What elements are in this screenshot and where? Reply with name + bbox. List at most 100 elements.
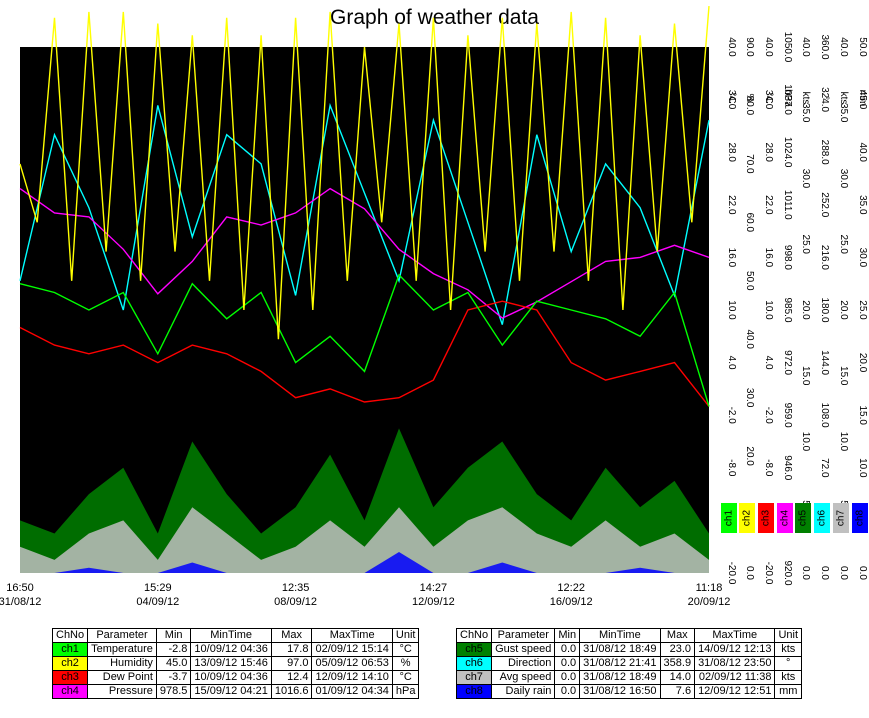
legend-label-ch7: ch7 xyxy=(836,510,847,527)
header-mintime: MinTime xyxy=(579,628,661,643)
x-tick-time: 12:22 xyxy=(557,582,585,594)
y-tick-label: 0.0 xyxy=(819,566,830,580)
y-axis-unit: °C xyxy=(763,92,774,103)
table-header-row: ChNo Parameter Min MinTime Max MaxTime U… xyxy=(51,628,420,643)
min-cell: 0.0 xyxy=(554,642,581,657)
y-tick-label: 30.0 xyxy=(744,388,755,408)
y-tick-label: 998.0 xyxy=(782,245,793,270)
chno-cell: ch7 xyxy=(455,670,493,685)
unit-cell: °C xyxy=(391,670,420,685)
maxtime-cell: 12/09/12 14:10 xyxy=(311,670,393,685)
unit-cell: hPa xyxy=(391,684,420,699)
y-tick-label: 20.0 xyxy=(857,353,868,373)
y-tick-label: 40.0 xyxy=(763,37,774,57)
legend-label-ch4: ch4 xyxy=(780,510,791,527)
y-tick-label: 72.0 xyxy=(819,458,830,478)
header-min: Min xyxy=(155,628,192,643)
y-tick-label: 50.0 xyxy=(744,271,755,291)
maxtime-cell: 12/09/12 12:51 xyxy=(694,684,776,699)
y-tick-label: 10.0 xyxy=(763,300,774,320)
y-tick-label: 144.0 xyxy=(819,350,830,375)
max-cell: 17.8 xyxy=(270,642,313,657)
y-tick-label: 20.0 xyxy=(838,300,849,320)
y-tick-label: 40.0 xyxy=(857,142,868,162)
y-axis-unit: ° xyxy=(819,96,830,100)
y-tick-label: 10.0 xyxy=(838,432,849,452)
x-tick-date: 20/09/12 xyxy=(688,596,731,608)
y-tick-label: 108.0 xyxy=(819,403,830,428)
y-tick-label: 35.0 xyxy=(800,103,811,123)
y-tick-label: 50.0 xyxy=(857,37,868,57)
y-tick-label: 35.0 xyxy=(838,103,849,123)
maxtime-cell: 05/09/12 06:53 xyxy=(311,656,393,671)
header-maxtime: MaxTime xyxy=(311,628,393,643)
chno-cell: ch8 xyxy=(455,684,493,699)
unit-cell: °C xyxy=(391,642,420,657)
mintime-cell: 10/09/12 04:36 xyxy=(190,642,272,657)
y-tick-label: 4.0 xyxy=(763,356,774,370)
table-row: ch4 Pressure 978.5 15/09/12 04:21 1016.6 01/0… xyxy=(51,684,420,699)
table-row: ch1 Temperature -2.8 10/09/12 04:36 17.8 02/0… xyxy=(51,642,420,657)
header-unit: Unit xyxy=(391,628,420,643)
table-row: ch5 Gust speed 0.0 31/08/12 18:49 23.0 14/09/… xyxy=(455,642,803,657)
y-tick-label: -8.0 xyxy=(763,459,774,477)
legend-swatch-ch3 xyxy=(758,503,774,533)
parameter-cell: Avg speed xyxy=(491,670,556,685)
y-tick-label: 20.0 xyxy=(800,300,811,320)
x-tick-time: 15:29 xyxy=(144,582,172,594)
parameter-cell: Humidity xyxy=(87,656,157,671)
x-tick-time: 14:27 xyxy=(420,582,448,594)
y-tick-label: 22.0 xyxy=(763,195,774,215)
y-axis-unit: hPa xyxy=(782,89,793,107)
unit-cell: kts xyxy=(774,642,803,657)
y-tick-label: 10.0 xyxy=(857,458,868,478)
maxtime-cell: 01/09/12 04:34 xyxy=(311,684,393,699)
min-cell: 978.5 xyxy=(155,684,192,699)
parameter-cell: Daily rain xyxy=(491,684,556,699)
legend-swatch-ch8 xyxy=(852,503,868,533)
legend-swatch-ch1 xyxy=(721,503,737,533)
max-cell: 358.9 xyxy=(659,656,696,671)
y-axis-unit: mm xyxy=(857,90,868,107)
y-tick-label: 34.0 xyxy=(726,90,737,110)
min-cell: 0.0 xyxy=(554,670,581,685)
legend-label-ch3: ch3 xyxy=(761,510,772,527)
x-tick-time: 16:50 xyxy=(6,582,34,594)
legend-label-ch1: ch1 xyxy=(724,510,735,527)
parameter-cell: Temperature xyxy=(87,642,157,657)
unit-cell: mm xyxy=(774,684,803,699)
max-cell: 7.6 xyxy=(659,684,696,699)
y-tick-label: 15.0 xyxy=(838,366,849,386)
y-axis-unit: kts xyxy=(800,92,811,105)
y-tick-label: 0.0 xyxy=(857,566,868,580)
y-tick-label: -20.0 xyxy=(726,562,737,585)
y-tick-label: 70.0 xyxy=(744,154,755,174)
table-row: ch3 Dew Point -3.7 10/09/12 04:36 12.4 12/09/… xyxy=(51,670,420,685)
y-tick-label: 40.0 xyxy=(726,37,737,57)
table-row: ch2 Humidity 45.0 13/09/12 15:46 97.0 05/09/1… xyxy=(51,656,420,671)
x-tick-time: 12:35 xyxy=(282,582,310,594)
unit-cell: % xyxy=(391,656,420,671)
y-tick-label: 10.0 xyxy=(726,300,737,320)
header-min: Min xyxy=(554,628,581,643)
y-tick-label: 20.0 xyxy=(744,446,755,466)
y-tick-label: 28.0 xyxy=(763,142,774,162)
chart-title: Graph of weather data xyxy=(330,6,539,29)
chno-cell: ch1 xyxy=(51,642,89,657)
weather-chart: 16:50 31/08/12 15:29 04/09/12 12:35 08/09/12 1… xyxy=(0,6,868,608)
maxtime-cell: 02/09/12 11:38 xyxy=(694,670,776,685)
min-cell: 0.0 xyxy=(554,684,581,699)
header-chno: ChNo xyxy=(455,628,493,643)
max-cell: 14.0 xyxy=(659,670,696,685)
mintime-cell: 15/09/12 04:21 xyxy=(190,684,272,699)
y-tick-label: -2.0 xyxy=(763,407,774,425)
header-maxtime: MaxTime xyxy=(694,628,776,643)
mintime-cell: 31/08/12 16:50 xyxy=(579,684,661,699)
y-tick-label: 0.0 xyxy=(800,566,811,580)
header-max: Max xyxy=(270,628,313,643)
x-tick-date: 08/09/12 xyxy=(274,596,317,608)
y-tick-label: 30.0 xyxy=(800,169,811,189)
y-tick-label: 0.0 xyxy=(838,566,849,580)
y-tick-label: 80.0 xyxy=(744,96,755,116)
table-header-row: ChNo Parameter Min MinTime Max MaxTime U… xyxy=(455,628,803,643)
